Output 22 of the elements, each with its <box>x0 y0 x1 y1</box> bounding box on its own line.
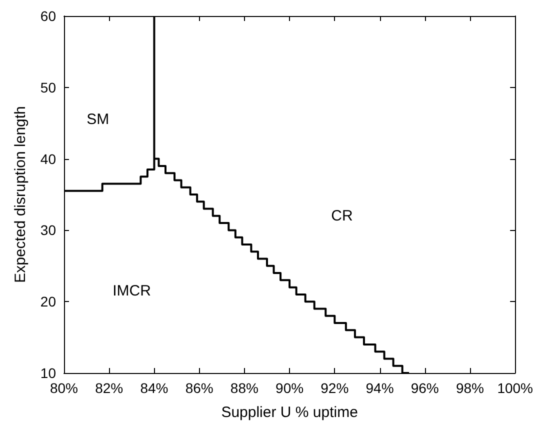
y-axis-title: Expected disruption length <box>12 106 29 283</box>
x-tick-label: 82% <box>95 380 124 396</box>
y-tick-label: 40 <box>40 150 56 167</box>
y-tick-label: 60 <box>40 8 56 24</box>
y-tick-label: 50 <box>40 79 56 96</box>
x-tick-label: 96% <box>410 380 439 396</box>
annotation: CR <box>331 207 353 224</box>
x-tick-label: 92% <box>320 380 349 396</box>
x-tick-label: 80% <box>50 380 78 396</box>
x-tick-label: 90% <box>276 380 304 396</box>
x-tick-label: 94% <box>366 380 394 396</box>
x-axis-title: Supplier U % uptime <box>221 404 358 421</box>
x-tick-label: 86% <box>185 380 214 396</box>
x-tick-label: 88% <box>230 380 258 396</box>
x-tick-label: 84% <box>140 380 168 396</box>
y-tick-label: 30 <box>40 222 56 238</box>
annotation: SM <box>86 111 110 128</box>
x-tick-label: 98% <box>456 380 484 396</box>
annotation: IMCR <box>112 282 152 300</box>
y-tick-label: 10 <box>40 365 56 381</box>
y-tick-label: 20 <box>40 294 56 310</box>
x-tick-label: 100% <box>497 380 534 396</box>
